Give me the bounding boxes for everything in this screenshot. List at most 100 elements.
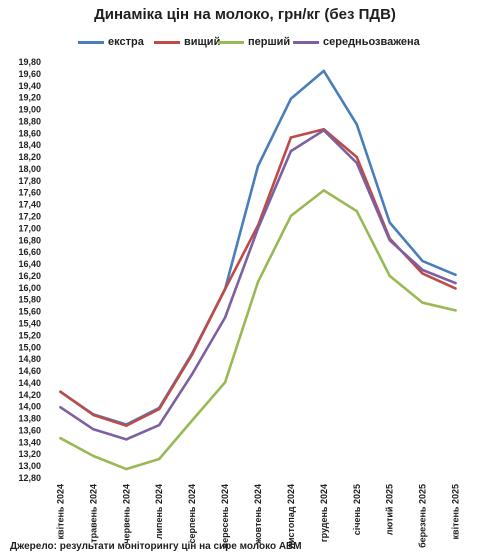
y-tick-label: 16,60 <box>18 247 41 257</box>
x-tick-label: червень 2024 <box>121 484 131 544</box>
y-tick-label: 18,40 <box>18 140 41 150</box>
legend-label: середньозважена <box>323 36 420 48</box>
y-tick-label: 19,20 <box>18 93 41 103</box>
data-point <box>421 259 424 263</box>
data-point <box>158 457 161 461</box>
y-tick-label: 18,60 <box>18 128 41 138</box>
x-tick-label: березень 2025 <box>418 484 428 548</box>
data-point <box>421 301 424 304</box>
x-tick-label: листопад 2024 <box>286 484 296 549</box>
data-point <box>355 123 358 126</box>
series-line-2 <box>59 189 457 471</box>
x-tick-label: жовтень 2024 <box>253 484 263 545</box>
y-tick-label: 19,80 <box>18 57 41 67</box>
y-tick-label: 15,40 <box>18 318 41 328</box>
y-tick-label: 16,20 <box>18 271 41 281</box>
y-tick-label: 16,80 <box>18 235 41 245</box>
data-point <box>223 287 227 291</box>
x-tick-label: травень 2024 <box>88 484 98 543</box>
x-tick-label: квітень 2024 <box>55 484 65 539</box>
data-point <box>59 390 62 394</box>
data-point <box>322 189 326 192</box>
data-point <box>59 436 62 440</box>
data-point <box>125 424 128 427</box>
y-tick-label: 16,00 <box>18 283 41 293</box>
y-tick-label: 15,20 <box>18 330 41 340</box>
y-tick-label: 18,20 <box>18 152 41 162</box>
data-point <box>223 316 227 319</box>
x-tick-label: січень 2025 <box>352 484 362 535</box>
data-point <box>190 419 194 422</box>
data-point <box>190 353 194 356</box>
data-point <box>454 281 457 285</box>
legend-label: перший <box>248 36 291 48</box>
data-point <box>92 413 95 417</box>
data-point <box>388 239 391 242</box>
series-line-1 <box>59 127 457 428</box>
y-tick-label: 15,80 <box>18 295 41 305</box>
y-tick-label: 19,00 <box>18 105 41 115</box>
x-tick-label: вересень 2024 <box>220 484 230 548</box>
y-tick-label: 13,20 <box>18 449 41 459</box>
data-point <box>92 428 95 431</box>
data-point <box>355 209 358 213</box>
data-point <box>454 309 457 312</box>
chart-title: Динаміка цін на молоко, грн/кг (без ПДВ) <box>94 6 396 23</box>
data-point <box>125 438 128 441</box>
y-tick-label: 14,00 <box>18 402 41 412</box>
data-point <box>289 149 293 153</box>
legend-label: вищий <box>184 36 221 48</box>
data-point <box>388 221 391 224</box>
data-point <box>92 454 95 458</box>
data-point <box>289 136 293 139</box>
data-point <box>421 268 424 272</box>
data-point <box>158 407 161 411</box>
legend-item: середньозважена <box>293 34 420 50</box>
data-point <box>388 274 391 278</box>
y-tick-label: 14,40 <box>18 378 41 388</box>
data-point <box>355 161 358 165</box>
legend-swatch <box>154 40 180 44</box>
data-point <box>289 214 293 218</box>
data-point <box>322 129 326 132</box>
data-point <box>59 406 62 409</box>
x-tick-label: грудень 2024 <box>319 484 329 542</box>
x-tick-label: липень 2024 <box>154 484 164 539</box>
data-point <box>158 423 161 427</box>
y-tick-label: 18,80 <box>18 116 41 126</box>
y-tick-label: 18,00 <box>18 164 41 174</box>
x-tick-label: серпень 2024 <box>187 484 197 543</box>
data-point <box>256 227 260 230</box>
y-tick-label: 19,40 <box>18 81 41 91</box>
y-tick-label: 14,60 <box>18 366 41 376</box>
data-point <box>454 287 457 290</box>
chart-legend: екстра вищий перший середньозважена <box>0 34 490 50</box>
data-point <box>256 280 260 284</box>
y-tick-label: 12,80 <box>18 473 41 483</box>
data-point <box>190 372 194 376</box>
data-point <box>256 164 260 168</box>
data-point <box>125 467 128 471</box>
y-tick-label: 16,40 <box>18 259 41 269</box>
legend-swatch <box>78 40 104 44</box>
y-tick-label: 17,00 <box>18 223 41 233</box>
y-tick-label: 14,20 <box>18 390 41 400</box>
x-tick-label: квітень 2025 <box>451 484 461 539</box>
legend-item: екстра <box>78 34 144 50</box>
data-point <box>454 273 457 276</box>
y-tick-label: 17,40 <box>18 200 41 210</box>
data-point <box>421 272 424 275</box>
x-tick-label: лютий 2025 <box>385 484 395 535</box>
y-tick-label: 13,40 <box>18 437 41 447</box>
legend-label: екстра <box>108 36 144 48</box>
source-note: Джерело: результати моніторингу цін на с… <box>10 541 302 552</box>
y-tick-label: 13,80 <box>18 414 41 424</box>
y-tick-label: 15,60 <box>18 307 41 317</box>
data-point <box>322 69 326 73</box>
legend-swatch <box>218 40 244 44</box>
legend-swatch <box>293 40 319 44</box>
y-tick-label: 13,60 <box>18 425 41 435</box>
legend-item: вищий <box>154 34 220 50</box>
